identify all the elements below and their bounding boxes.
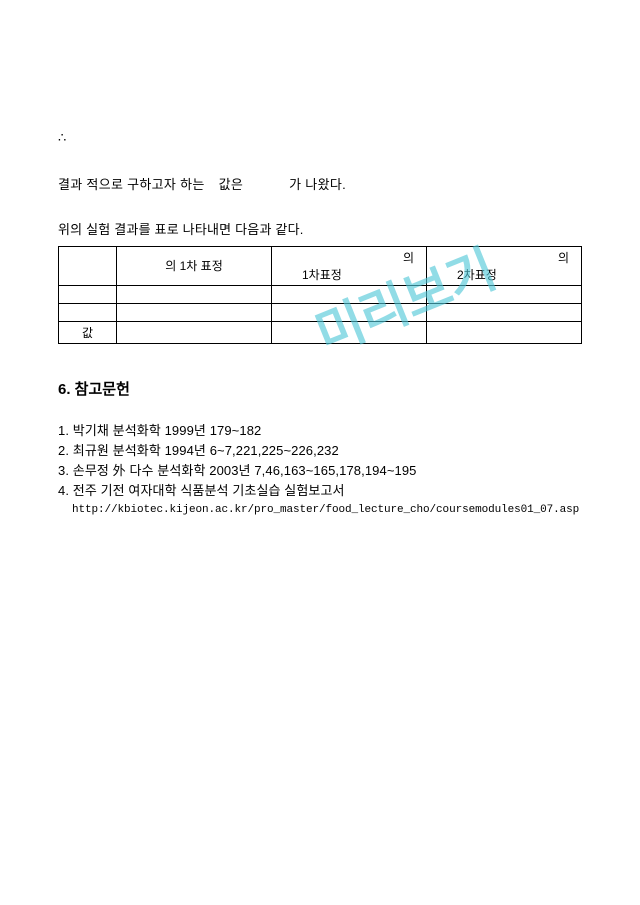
table-cell	[427, 322, 582, 344]
table-cell	[272, 322, 427, 344]
table-header-row: 의 1차 표정 의 1차표정 의 2차표정	[59, 247, 582, 286]
table-cell	[427, 286, 582, 304]
col2-top: 의	[276, 249, 422, 266]
references-list: 1. 박기채 분석화학 1999년 179~182 2. 최규원 분석화학 19…	[58, 421, 582, 502]
table-header-empty	[59, 247, 117, 286]
reference-item: 2. 최규원 분석화학 1994년 6~7,221,225~226,232	[58, 441, 582, 461]
therefore-symbol: ∴	[58, 130, 582, 146]
table-cell	[59, 304, 117, 322]
document-page: 미리보기 ∴ 결과 적으로 구하고자 하는값은가 나왔다. 위의 실험 결과를 …	[0, 0, 640, 556]
result-sentence: 결과 적으로 구하고자 하는 값은 가 나왔다.	[58, 174, 582, 193]
reference-item: 3. 손무정 外 다수 분석화학 2003년 7,46,163~165,178,…	[58, 461, 582, 481]
col2-bot: 1차표정	[276, 266, 422, 283]
table-cell	[272, 304, 427, 322]
col3-top: 의	[431, 249, 577, 266]
reference-item: 1. 박기채 분석화학 1999년 179~182	[58, 421, 582, 441]
table-header-col2: 의 1차표정	[272, 247, 427, 286]
result-part3: 가 나왔다.	[289, 177, 346, 192]
table-value-row: 값	[59, 322, 582, 344]
experiment-table: 의 1차 표정 의 1차표정 의 2차표정 값	[58, 246, 582, 344]
table-header-col3: 의 2차표정	[427, 247, 582, 286]
table-cell	[117, 322, 272, 344]
table-row	[59, 304, 582, 322]
table-header-col1: 의 1차 표정	[117, 247, 272, 286]
table-intro: 위의 실험 결과를 표로 나타내면 다음과 같다.	[58, 219, 582, 238]
references-heading: 6. 참고문헌	[58, 378, 582, 399]
result-part1: 결과 적으로 구하고자 하는	[58, 177, 205, 192]
table-cell	[272, 286, 427, 304]
result-part2: 값은	[219, 177, 244, 192]
col1-header-text: 의 1차 표정	[165, 259, 223, 273]
col3-bot: 2차표정	[431, 266, 577, 283]
table-row	[59, 286, 582, 304]
table-cell	[117, 286, 272, 304]
table-cell	[59, 286, 117, 304]
table-cell	[427, 304, 582, 322]
reference-url: http://kbiotec.kijeon.ac.kr/pro_master/f…	[58, 504, 582, 516]
reference-item: 4. 전주 기전 여자대학 식품분석 기초실습 실험보고서	[58, 481, 582, 501]
value-label: 값	[59, 322, 117, 344]
table-cell	[117, 304, 272, 322]
